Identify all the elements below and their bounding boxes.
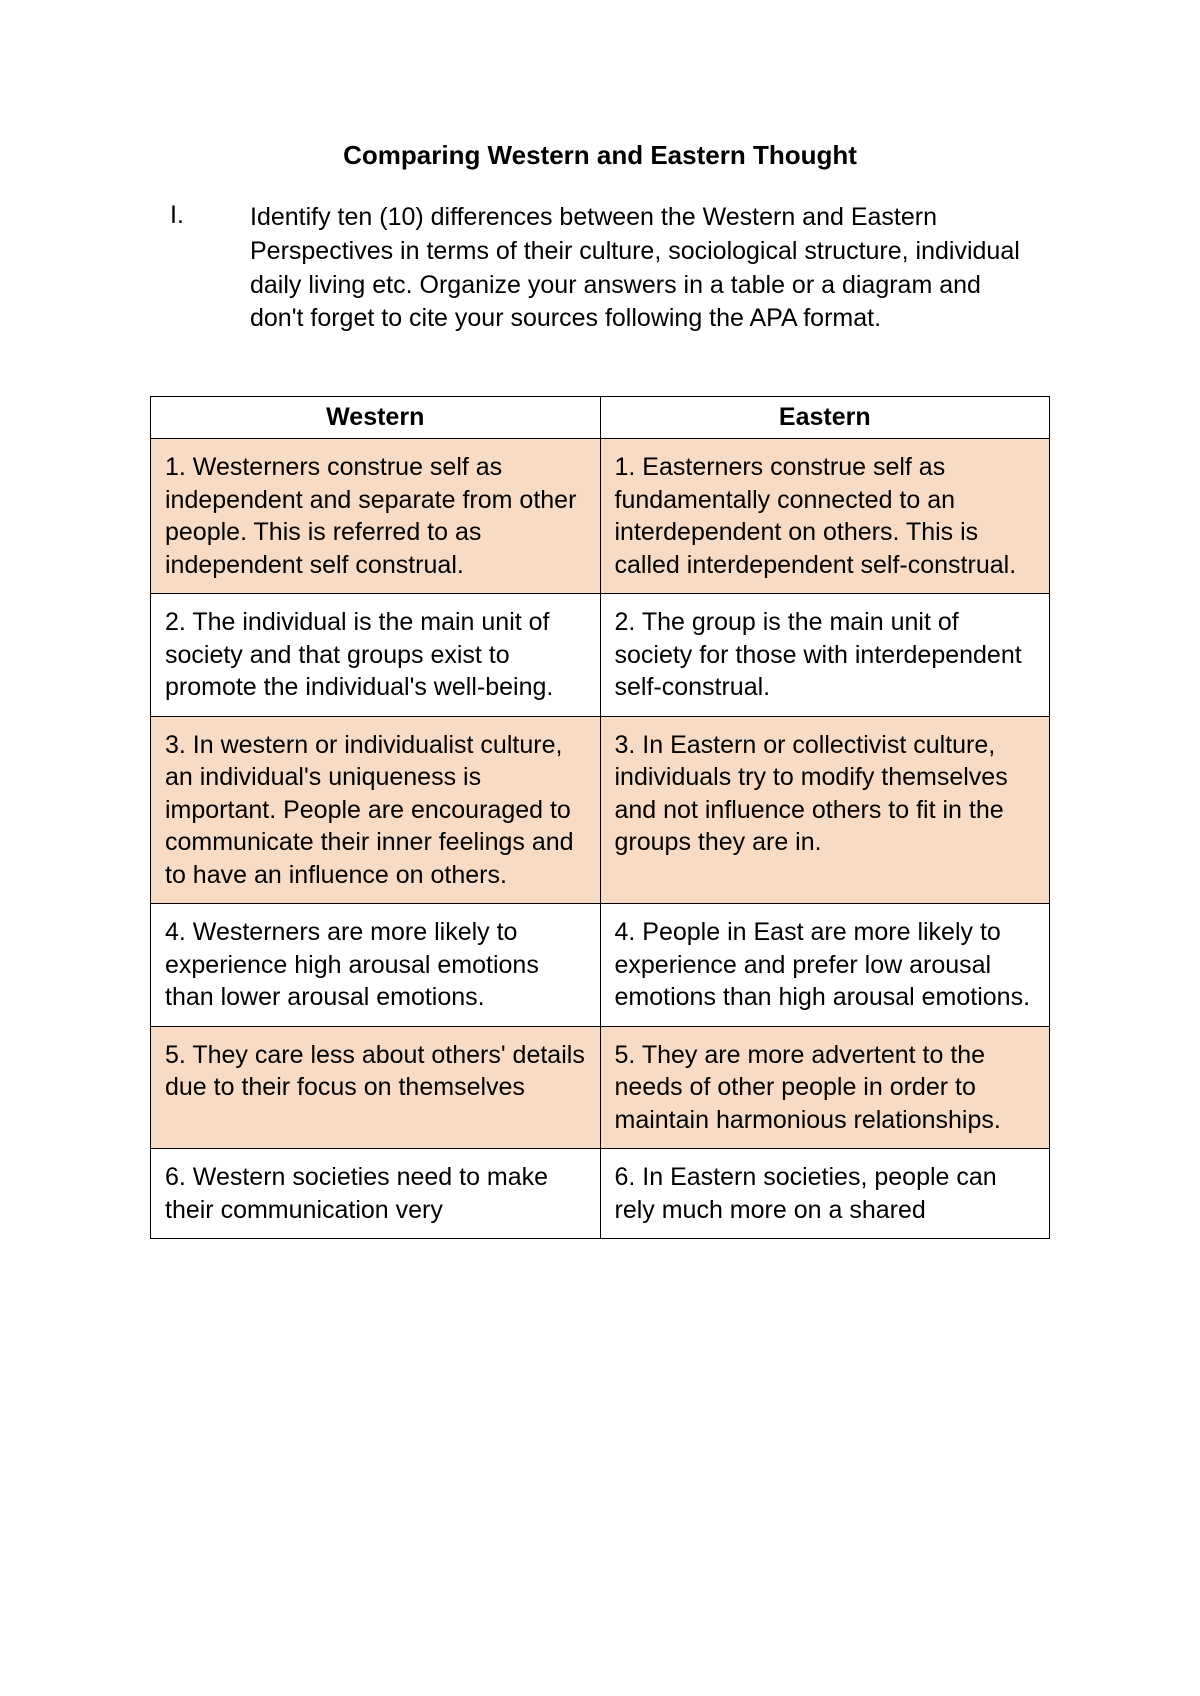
cell-eastern: 2. The group is the main unit of society… — [600, 594, 1050, 717]
instruction-numeral: I. — [160, 201, 250, 336]
cell-western: 2. The individual is the main unit of so… — [151, 594, 601, 717]
cell-western: 1. Westerners construe self as independe… — [151, 439, 601, 594]
cell-eastern: 3. In Eastern or collectivist culture, i… — [600, 716, 1050, 904]
table-row: 1. Westerners construe self as independe… — [151, 439, 1050, 594]
column-header-eastern: Eastern — [600, 397, 1050, 439]
instruction-text: Identify ten (10) differences between th… — [250, 201, 1040, 336]
cell-western: 6. Western societies need to make their … — [151, 1149, 601, 1239]
column-header-western: Western — [151, 397, 601, 439]
comparison-table: Western Eastern 1. Westerners construe s… — [150, 396, 1050, 1239]
table-row: 6. Western societies need to make their … — [151, 1149, 1050, 1239]
table-row: 5. They care less about others' details … — [151, 1026, 1050, 1149]
table-row: 4. Westerners are more likely to experie… — [151, 904, 1050, 1027]
table-row: 3. In western or individualist culture, … — [151, 716, 1050, 904]
cell-eastern: 5. They are more advertent to the needs … — [600, 1026, 1050, 1149]
document-title: Comparing Western and Eastern Thought — [150, 140, 1050, 171]
cell-eastern: 1. Easterners construe self as fundament… — [600, 439, 1050, 594]
instruction-block: I. Identify ten (10) differences between… — [150, 201, 1050, 336]
cell-western: 5. They care less about others' details … — [151, 1026, 601, 1149]
cell-eastern: 6. In Eastern societies, people can rely… — [600, 1149, 1050, 1239]
cell-western: 3. In western or individualist culture, … — [151, 716, 601, 904]
table-header-row: Western Eastern — [151, 397, 1050, 439]
cell-western: 4. Westerners are more likely to experie… — [151, 904, 601, 1027]
cell-eastern: 4. People in East are more likely to exp… — [600, 904, 1050, 1027]
table-row: 2. The individual is the main unit of so… — [151, 594, 1050, 717]
